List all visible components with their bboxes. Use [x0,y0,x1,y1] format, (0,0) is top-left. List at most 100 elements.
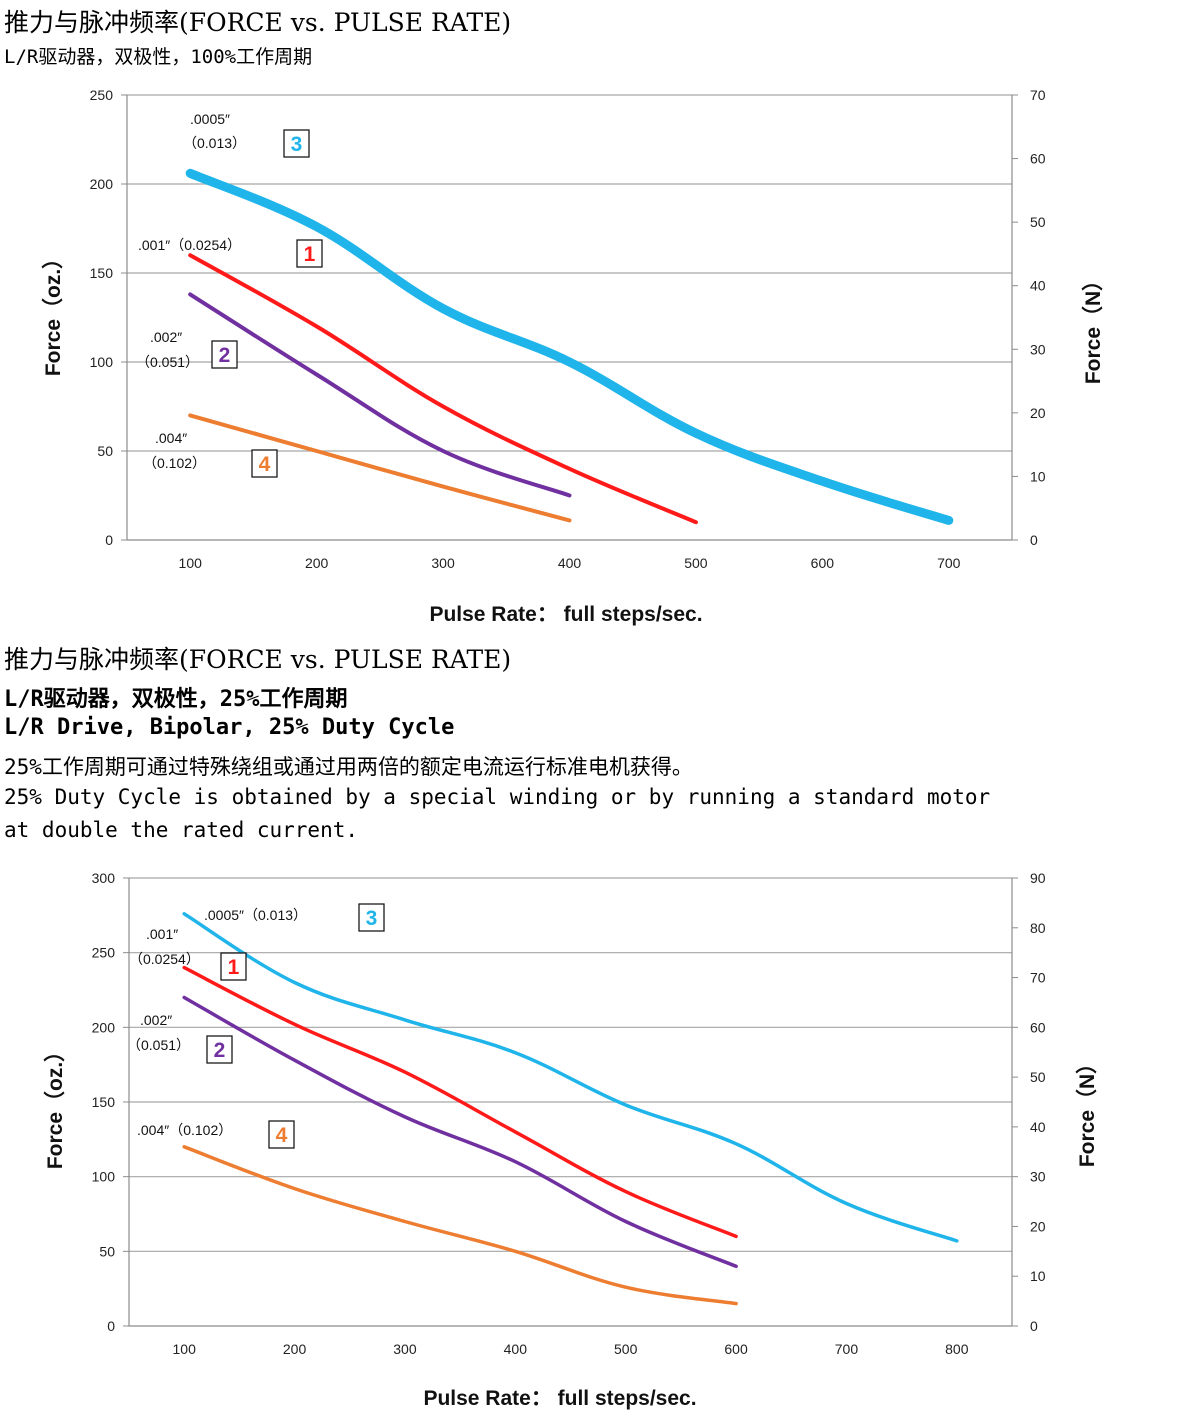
chart2-y2-tick-label: 0 [1030,1318,1038,1334]
chart2-grid [128,877,1013,1327]
chart1-y2-tick-label: 30 [1030,341,1046,357]
chart1-y-tick-label: 150 [90,265,114,281]
chart1-series-3-badge: 3 [283,129,310,158]
chart1-y2-tick-label: 10 [1030,468,1046,484]
chart1-series-3-line [185,168,954,525]
chart1-x-tick-label: 200 [305,555,329,571]
chart1-series-1-badge-box [296,239,323,268]
chart2-x-tick-label: 800 [945,1341,969,1357]
chart1-series-4-annotation: .004″ [155,430,187,446]
chart2-x-tick-label: 300 [393,1341,417,1357]
chart2-series-2-annotation: （0.051） [127,1037,190,1053]
chart1-series-4-annotation: （0.102） [143,455,206,471]
chart2-series-2-badge-box [206,1035,233,1064]
chart2-series-3-badge-label: 3 [366,907,378,930]
chart1-series-2-annotation: （0.051） [136,354,199,370]
chart1-y-tick-label: 250 [90,87,114,103]
chart2-series-4-badge-box [268,1120,295,1149]
chart2-y-tick-label: 100 [92,1169,116,1185]
chart1-badges: 1 2 3 4 [211,129,323,478]
chart1-y-tick-label: 50 [97,443,113,459]
chart2-y2-tick-label: 60 [1030,1019,1046,1035]
chart2-y2-axis-title: Force（N） [1075,1053,1099,1167]
chart1-plot: 100 200 300 400 500 600 7000501001502002500102… [41,87,1105,626]
chart2-y2-tick-label: 10 [1030,1268,1046,1284]
chart2-x-axis-title: Pulse Rate： full steps/sec. [423,1387,696,1410]
chart2-y2-tick-label: 40 [1030,1119,1046,1135]
chart1-series-2-badge: 2 [211,340,238,369]
chart2-subtitle-en: L/R Drive, Bipolar, 25% Duty Cycle [4,715,455,740]
chart1-series-2-line [188,292,572,498]
chart1-series-2-badge-box [211,340,238,369]
chart1-series-3-badge-label: 3 [291,133,303,156]
chart2-x-tick-label: 500 [614,1341,638,1357]
chart1-y2-tick-label: 0 [1030,532,1038,548]
chart2-x-tick-label: 400 [504,1341,528,1357]
chart2-y-tick-label: 300 [92,870,116,886]
chart1-y2-tick-label: 60 [1030,151,1046,167]
chart1-series-2-badge-label: 2 [219,344,231,367]
chart2-series-4-badge: 4 [268,1120,295,1149]
chart2-series-2-badge-label: 2 [214,1039,226,1062]
chart2-note-cn: 25%工作周期可通过特殊绕组或通过用两倍的额定电流运行标准电机获得。 [4,755,693,779]
chart2-ticks: 100 200 300 400 500 600 700 8000501001502002503… [92,870,1046,1357]
chart2-series-1-line [182,965,738,1239]
chart1-y2-tick-label: 40 [1030,278,1046,294]
chart2-y2-tick-label: 90 [1030,870,1046,886]
chart2-y2-tick-label: 70 [1030,970,1046,986]
chart2-series-3-badge: 3 [358,903,385,932]
chart1-ticks: 100 200 300 400 500 600 7000501001502002500102… [90,87,1046,571]
chart2-series-1-badge: 1 [220,952,247,981]
chart2-series-3-badge-box [358,903,385,932]
chart1-series-1-badge-label: 1 [304,243,316,266]
chart1-y2-axis-title: Force（N） [1081,270,1105,384]
chart1-series-1-annotation: .001″（0.0254） [138,237,241,253]
chart1-series-3-annotation: .0005″ [190,111,230,127]
chart2-y-tick-label: 50 [99,1243,115,1259]
chart2-y2-tick-label: 80 [1030,920,1046,936]
chart1-y-tick-label: 100 [90,354,114,370]
chart2-annotations: .001″ （0.0254） .002″ （0.051） .0005″（0.013） .0… [127,907,307,1138]
chart1-series-1-line [188,253,698,525]
chart1-y2-tick-label: 20 [1030,405,1046,421]
chart2-series-2-line [182,995,738,1269]
chart2-note-en-line2: at double the rated current. [4,818,359,842]
chart2-y-tick-label: 250 [92,945,116,961]
chart2-series-3-line [182,912,959,1243]
chart2-series-1-annotation: （0.0254） [129,951,200,967]
chart1-series-4-line [188,413,572,523]
chart1-grid [126,94,1013,541]
chart2-series-2-annotation: .002″ [140,1012,172,1028]
chart1-annotations: .001″（0.0254） .002″ （0.051） .0005″ （0.013） .0… [136,111,246,471]
chart2-y-tick-label: 0 [107,1318,115,1334]
chart1-series-4-badge-box [251,449,278,478]
chart2-lines [182,912,959,1306]
chart2-x-tick-label: 600 [724,1341,748,1357]
chart1-x-tick-label: 400 [558,555,582,571]
chart1-y-tick-label: 0 [105,532,113,548]
chart2-series-1-badge-box [220,952,247,981]
chart2-y-axis-title: Force（oz.） [43,1041,67,1169]
chart1-series-2-annotation: .002″ [150,329,182,345]
chart1-series-3-annotation: （0.013） [183,135,246,151]
chart1-series-3-badge-box [283,129,310,158]
chart2-x-tick-label: 700 [835,1341,859,1357]
chart1-series-4-badge-label: 4 [259,453,271,476]
chart2-series-3-annotation: .0005″（0.013） [204,907,307,923]
chart1-y-tick-label: 200 [90,176,114,192]
chart1-x-tick-label: 500 [684,555,708,571]
chart1-x-tick-label: 100 [179,555,203,571]
chart1-subtitle: L/R驱动器，双极性，100%工作周期 [4,46,313,68]
chart2-series-1-badge-label: 1 [228,956,240,979]
chart2-y-tick-label: 150 [92,1094,116,1110]
chart2-y2-tick-label: 30 [1030,1169,1046,1185]
chart1-title: 推力与脉冲频率(FORCE vs. PULSE RATE) [4,8,512,37]
chart1-x-tick-label: 300 [431,555,455,571]
chart1-y2-tick-label: 50 [1030,214,1046,230]
chart1-y2-tick-label: 70 [1030,87,1046,103]
chart2-y2-tick-label: 50 [1030,1069,1046,1085]
chart1-series-4-badge: 4 [251,449,278,478]
chart2-y-tick-label: 200 [92,1019,116,1035]
chart2-series-1-annotation: .001″ [146,926,178,942]
chart2-series-4-annotation: .004″（0.102） [137,1122,232,1138]
